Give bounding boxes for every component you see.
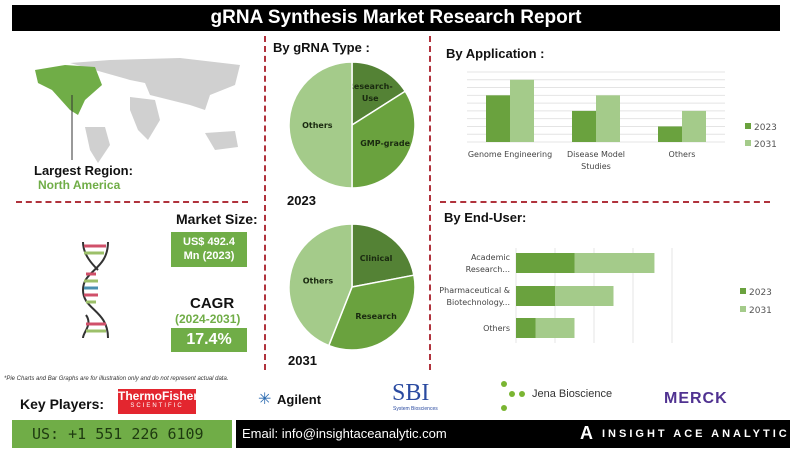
legend-swatch xyxy=(740,306,746,312)
grna-type-title: By gRNA Type : xyxy=(273,40,370,55)
bar xyxy=(510,79,534,142)
category-label: Academic xyxy=(471,253,510,262)
legend-swatch xyxy=(745,123,751,129)
pie-label: Others xyxy=(302,121,333,130)
cagr-value: 17.4% xyxy=(171,328,247,352)
bar xyxy=(682,110,706,142)
pie-label: Research xyxy=(355,312,397,321)
divider xyxy=(440,201,770,203)
dna-icon xyxy=(81,241,109,339)
logo-text: ThermoFisher xyxy=(118,389,199,403)
market-size-value: US$ 492.4 Mn (2023) xyxy=(171,232,247,267)
agilent-star-icon: ✳ xyxy=(258,391,272,408)
logo-merck: MERCK xyxy=(664,390,728,407)
bar xyxy=(516,318,536,338)
category-label: Biotechnology... xyxy=(446,298,510,307)
disclaimer: *Pie Charts and Bar Graphs are for illus… xyxy=(4,376,229,382)
jena-dots-icon xyxy=(501,381,525,411)
category-label: Disease Model xyxy=(567,150,625,159)
logo-thermofisher: ThermoFisher SCIENTIFIC xyxy=(118,389,199,414)
logo-sbi: SBI xyxy=(392,380,430,406)
pie-chart-2023: Research- Use GMP-grade Others xyxy=(288,61,416,189)
largest-region-value: North America xyxy=(38,178,121,192)
pie-label: Research- xyxy=(348,82,393,91)
bar xyxy=(574,253,655,273)
brand-logo-icon: A xyxy=(580,423,593,443)
footer-email[interactable]: Email: info@insightaceanalytic.com xyxy=(242,426,447,441)
pie-chart-2031: Clinical Research Others xyxy=(288,223,416,351)
pie-slice xyxy=(327,274,416,351)
category-label: Studies xyxy=(581,162,611,171)
pie-slice xyxy=(351,223,415,288)
pie-caption-2031: 2031 xyxy=(288,353,317,368)
bar xyxy=(516,286,555,306)
category-label: Others xyxy=(483,324,510,333)
divider xyxy=(429,36,431,370)
logo-jena: Jena Bioscience xyxy=(532,388,613,400)
application-bar-chart: Genome Engineering Disease Model Studies Ot… xyxy=(467,71,777,171)
pie-label: Others xyxy=(303,277,334,286)
pie-label: Clinical xyxy=(360,254,393,263)
pie-label: GMP-grade xyxy=(360,139,410,148)
key-players-label: Key Players: xyxy=(20,396,105,412)
category-label: Research... xyxy=(466,265,510,274)
logo-sbi-sub: System Biosciences xyxy=(393,406,438,412)
pie-slice xyxy=(351,61,407,127)
bar xyxy=(596,95,620,142)
category-label: Others xyxy=(669,150,696,159)
divider xyxy=(16,201,248,203)
pie-slice xyxy=(288,61,353,189)
market-size-line2: Mn (2023) xyxy=(183,250,235,262)
bar xyxy=(535,318,575,338)
bar xyxy=(658,126,682,142)
logo-agilent: Agilent xyxy=(277,392,322,407)
market-size-line1: US$ 492.4 xyxy=(183,236,235,248)
divider xyxy=(264,36,266,370)
footer-bar: Email: info@insightaceanalytic.com A INS… xyxy=(236,420,790,448)
footer-brand: INSIGHT ACE ANALYTIC xyxy=(602,428,790,440)
legend-swatch xyxy=(745,140,751,146)
end-user-title: By End-User: xyxy=(444,210,527,225)
pie-slice xyxy=(351,90,416,189)
pie-label: Use xyxy=(362,94,379,103)
category-label: Pharmaceutical & xyxy=(439,286,510,295)
report-title: gRNA Synthesis Market Research Report xyxy=(12,5,780,31)
legend-label: 2031 xyxy=(749,306,772,316)
bar xyxy=(516,253,575,273)
market-size-label: Market Size: xyxy=(176,211,258,227)
bar xyxy=(486,95,510,142)
bar xyxy=(555,286,614,306)
footer-phone: US: +1 551 226 6109 xyxy=(12,420,232,448)
largest-region-label: Largest Region: xyxy=(34,163,133,178)
cagr-label: CAGR xyxy=(190,295,235,312)
category-label: Genome Engineering xyxy=(468,150,552,159)
legend-label: 2023 xyxy=(749,288,772,298)
pie-caption-2023: 2023 xyxy=(287,193,316,208)
legend-swatch xyxy=(740,288,746,294)
cagr-period: (2024-2031) xyxy=(175,312,241,326)
bar xyxy=(572,110,596,142)
legend-label: 2031 xyxy=(754,140,777,150)
logo-text: SCIENTIFIC xyxy=(130,403,184,409)
end-user-bar-chart: Academic Research... Pharmaceutical & Biote… xyxy=(439,248,772,343)
legend-label: 2023 xyxy=(754,123,777,133)
world-map-icon xyxy=(35,58,240,163)
pie-slice xyxy=(288,223,353,347)
application-title: By Application : xyxy=(446,46,545,61)
